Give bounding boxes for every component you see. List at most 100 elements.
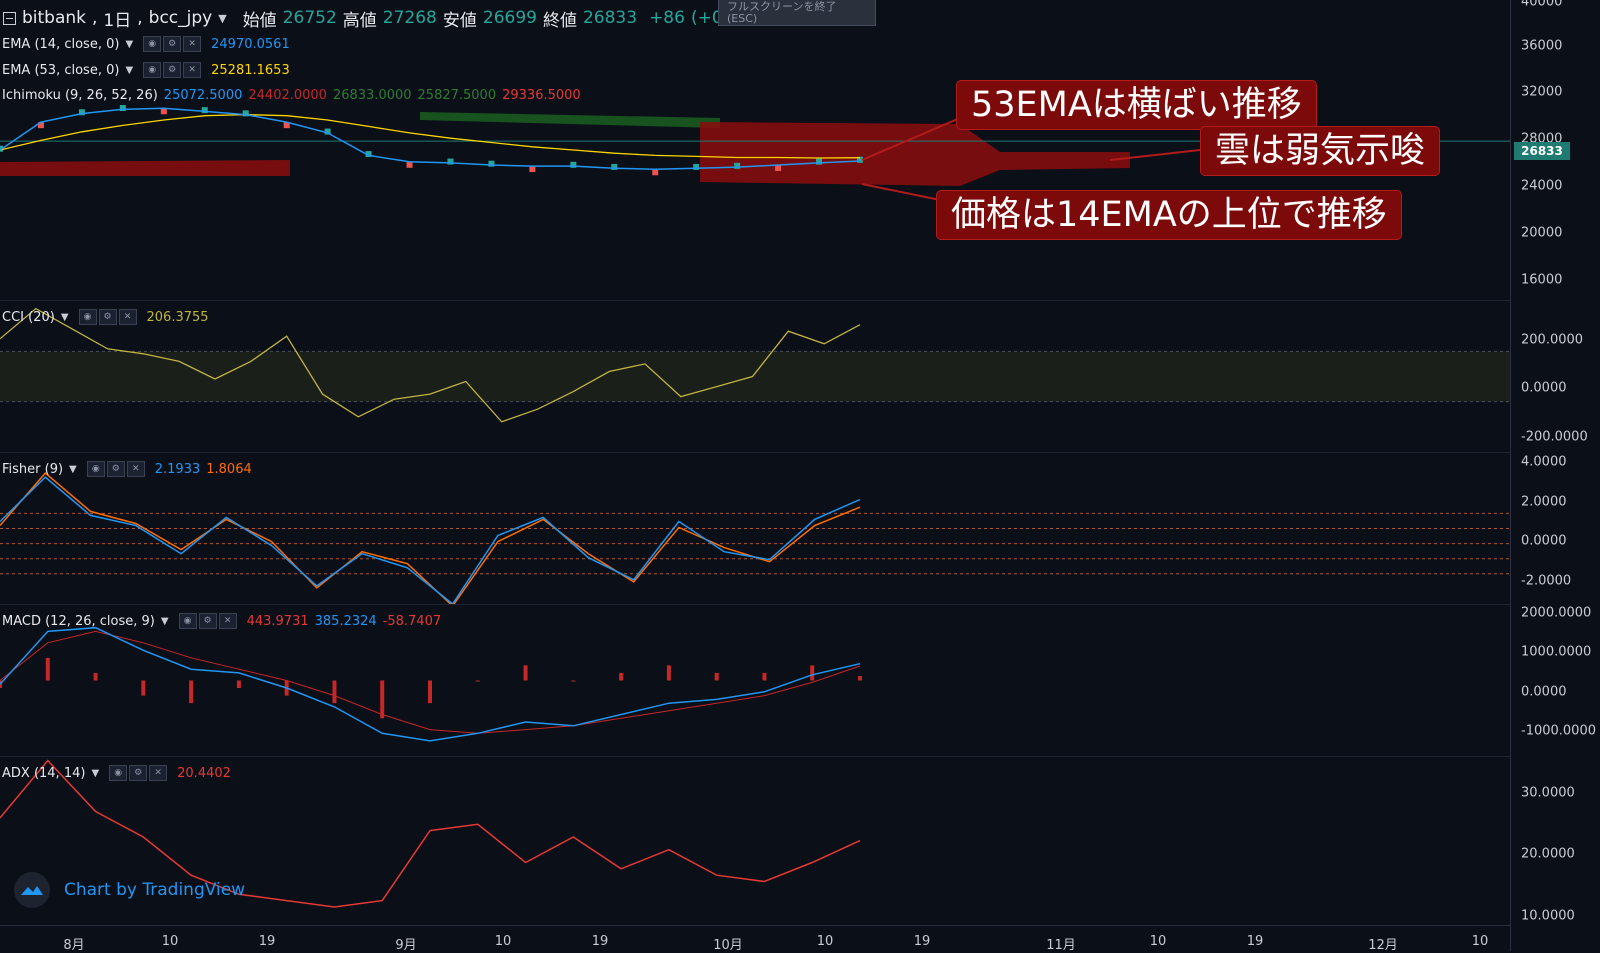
annotation-connector <box>861 117 961 161</box>
cci-pane[interactable]: CCI (20) ▼ ◉ ⚙ ✕ 206.3755 <box>0 301 1510 453</box>
chevron-down-icon[interactable]: ▼ <box>125 64 134 76</box>
time-tick: 19 <box>591 934 609 949</box>
candle <box>816 158 823 165</box>
cci-chart[interactable] <box>0 301 1510 452</box>
candle <box>529 166 536 173</box>
eye-icon[interactable]: ◉ <box>143 36 162 52</box>
ichimoku-value-2: 26833.0000 <box>332 88 412 103</box>
candle <box>406 161 413 168</box>
macd-value-2: -58.7407 <box>382 613 442 629</box>
macd-tick: 1000.0000 <box>1521 644 1592 660</box>
time-tick: 9月 <box>395 938 417 953</box>
close-icon[interactable]: ✕ <box>126 461 145 477</box>
legend-ema14[interactable]: EMA (14, close, 0) ▼ ◉ ⚙ ✕ 24970.0561 <box>2 36 290 52</box>
gear-icon[interactable]: ⚙ <box>163 36 182 52</box>
eye-icon[interactable]: ◉ <box>109 765 128 781</box>
legend-cci[interactable]: CCI (20) ▼ ◉ ⚙ ✕ 206.3755 <box>2 309 209 325</box>
gear-icon[interactable]: ⚙ <box>98 309 117 325</box>
eye-icon[interactable]: ◉ <box>78 309 97 325</box>
macd-histogram-bar <box>714 672 719 681</box>
candle <box>78 109 85 116</box>
macd-line <box>0 626 861 742</box>
adx-tick: 20.0000 <box>1521 846 1575 862</box>
gear-icon[interactable]: ⚙ <box>163 62 182 78</box>
annotation-53ema[interactable]: 53EMAは横ばい推移 <box>956 80 1317 130</box>
high-label: 高値 <box>342 10 377 31</box>
symbol-name[interactable]: bcc_jpy <box>148 8 213 28</box>
chevron-down-icon[interactable]: ▼ <box>160 615 169 627</box>
annotation-price[interactable]: 価格は14EMAの上位で推移 <box>936 190 1402 240</box>
gear-icon[interactable]: ⚙ <box>198 613 217 629</box>
eye-icon[interactable]: ◉ <box>86 461 105 477</box>
macd-histogram-bar <box>141 680 146 696</box>
candle <box>652 169 659 176</box>
close-icon[interactable]: ✕ <box>118 309 137 325</box>
price-tick: 32000 <box>1521 84 1563 100</box>
chevron-down-icon[interactable]: ▼ <box>69 463 77 475</box>
price-chart[interactable] <box>0 0 1510 300</box>
macd-value-1: 385.2324 <box>314 613 377 629</box>
macd-histogram-bar <box>236 680 241 689</box>
price-tick: 20000 <box>1521 225 1563 241</box>
fisher-value-1: 1.8064 <box>206 461 252 477</box>
fisher-tick: -2.0000 <box>1521 573 1572 589</box>
kumo-cloud-red <box>0 160 290 176</box>
price-tick: 40000 <box>1521 0 1563 10</box>
close-icon[interactable]: ✕ <box>183 36 202 52</box>
close-icon[interactable]: ✕ <box>149 765 168 781</box>
low-value: 26699 <box>482 8 537 28</box>
legend-macd[interactable]: MACD (12, 26, close, 9) ▼ ◉ ⚙ ✕ 443.9731 38… <box>2 613 441 629</box>
candle <box>242 110 249 117</box>
chevron-down-icon[interactable]: ▼ <box>91 767 100 779</box>
last-price-badge: 26833 <box>1514 142 1570 160</box>
legend-adx[interactable]: ADX (14, 14) ▼ ◉ ⚙ ✕ 20.4402 <box>2 765 231 781</box>
symbol-dropdown-icon[interactable]: ▼ <box>218 11 227 25</box>
macd-histogram-bar <box>332 680 337 704</box>
candle <box>611 163 618 170</box>
ema53-name: EMA (53, close, 0) <box>2 62 120 78</box>
close-icon[interactable]: ✕ <box>183 62 202 78</box>
ema53-line <box>0 113 861 159</box>
cci-tick: 200.0000 <box>1521 332 1584 348</box>
exit-fullscreen-button[interactable]: フルスクリーンを終了 (ESC) <box>718 0 876 26</box>
fisher-chart[interactable] <box>0 453 1510 604</box>
close-icon[interactable]: ✕ <box>218 613 237 629</box>
macd-histogram-bar <box>45 657 50 681</box>
fisher-trigger-line <box>0 472 861 604</box>
price-tick: 16000 <box>1521 272 1563 288</box>
macd-tick: 2000.0000 <box>1521 605 1592 621</box>
legend-fisher[interactable]: Fisher (9) ▼ ◉ ⚙ ✕ 2.1933 1.8064 <box>2 461 252 477</box>
candle <box>570 161 577 168</box>
time-axis[interactable]: 8月 10 19 9月 10 19 10月 10 19 11月 10 19 12… <box>0 925 1510 953</box>
macd-pane[interactable]: MACD (12, 26, close, 9) ▼ ◉ ⚙ ✕ 443.9731 38… <box>0 605 1510 757</box>
kumo-cloud-green <box>420 112 720 128</box>
open-label: 始値 <box>242 10 277 31</box>
fisher-pane[interactable]: Fisher (9) ▼ ◉ ⚙ ✕ 2.1933 1.8064 <box>0 453 1510 605</box>
candle <box>693 163 700 170</box>
fisher-value-0: 2.1933 <box>154 461 201 477</box>
chevron-down-icon[interactable]: ▼ <box>125 38 134 50</box>
collapse-box-icon[interactable] <box>3 11 16 25</box>
annotation-cloud[interactable]: 雲は弱気示唆 <box>1200 126 1441 176</box>
macd-histogram-bar <box>93 672 98 681</box>
price-pane[interactable]: EMA (14, close, 0) ▼ ◉ ⚙ ✕ 24970.0561 EMA (… <box>0 0 1510 301</box>
eye-icon[interactable]: ◉ <box>143 62 162 78</box>
time-tick: 10 <box>494 934 512 949</box>
macd-signal-line <box>0 630 861 734</box>
time-tick: 11月 <box>1046 938 1076 953</box>
adx-chart[interactable] <box>0 757 1510 925</box>
annotation-connector <box>1109 149 1201 161</box>
macd-chart[interactable] <box>0 605 1510 756</box>
low-label: 安値 <box>442 10 477 31</box>
tradingview-branding[interactable]: Chart by TradingView <box>14 872 245 908</box>
gear-icon[interactable]: ⚙ <box>129 765 148 781</box>
legend-ichimoku[interactable]: Ichimoku (9, 26, 52, 26) 25072.5000 2440… <box>2 88 581 103</box>
legend-ema53[interactable]: EMA (53, close, 0) ▼ ◉ ⚙ ✕ 25281.1653 <box>2 62 290 78</box>
time-tick: 19 <box>258 934 276 949</box>
interval-label[interactable]: 1日 <box>103 10 132 31</box>
chevron-down-icon[interactable]: ▼ <box>60 311 69 323</box>
eye-icon[interactable]: ◉ <box>178 613 197 629</box>
gear-icon[interactable]: ⚙ <box>106 461 125 477</box>
exchange-name[interactable]: bitbank <box>22 8 87 28</box>
ichimoku-value-1: 24402.0000 <box>248 88 327 103</box>
